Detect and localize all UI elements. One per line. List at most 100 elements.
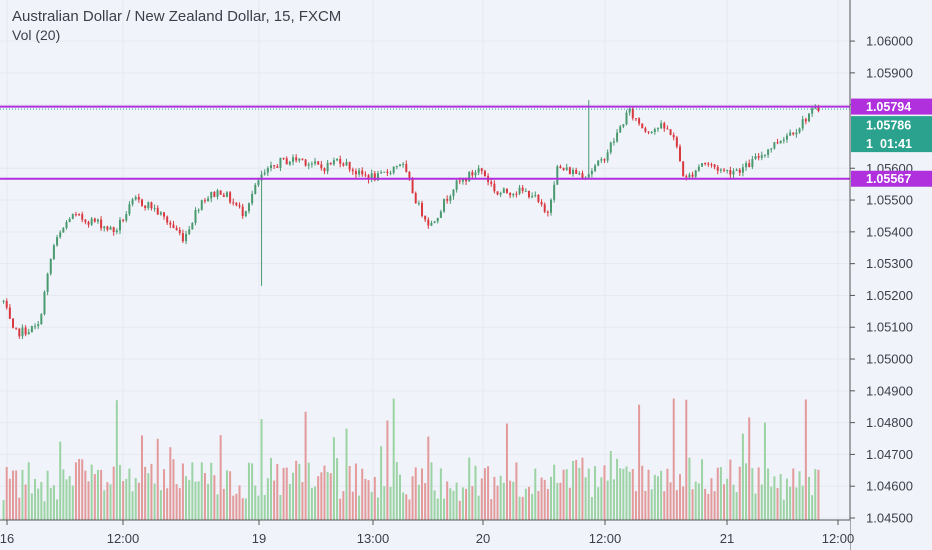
candle-body[interactable] <box>339 158 342 164</box>
volume-bar[interactable] <box>795 487 798 520</box>
volume-bar[interactable] <box>200 462 203 520</box>
volume-bar[interactable] <box>417 484 420 520</box>
volume-bar[interactable] <box>578 467 581 520</box>
candle-body[interactable] <box>631 108 634 119</box>
volume-bar[interactable] <box>364 478 367 520</box>
candle-body[interactable] <box>122 219 125 221</box>
candle-body[interactable] <box>773 142 776 149</box>
volume-bar[interactable] <box>49 487 52 520</box>
candle-body[interactable] <box>609 142 612 153</box>
volume-bar[interactable] <box>27 462 30 520</box>
candle-body[interactable] <box>134 197 137 200</box>
candle-body[interactable] <box>232 202 235 204</box>
candle-body[interactable] <box>2 300 5 302</box>
volume-bar[interactable] <box>314 486 317 520</box>
candle-body[interactable] <box>364 174 367 176</box>
candle-body[interactable] <box>553 184 556 200</box>
volume-bar[interactable] <box>597 487 600 520</box>
candle-body[interactable] <box>515 193 518 195</box>
candle-body[interactable] <box>74 214 77 216</box>
volume-bar[interactable] <box>663 491 666 520</box>
candle-body[interactable] <box>175 227 178 231</box>
candle-body[interactable] <box>68 218 71 223</box>
volume-bar[interactable] <box>307 462 310 520</box>
volume-bar[interactable] <box>811 495 814 520</box>
candle-body[interactable] <box>616 132 619 142</box>
volume-bar[interactable] <box>496 485 499 520</box>
candle-body[interactable] <box>490 181 493 184</box>
candle-body[interactable] <box>49 258 52 274</box>
candle-body[interactable] <box>477 168 480 173</box>
candle-body[interactable] <box>546 211 549 213</box>
volume-bar[interactable] <box>465 488 468 520</box>
volume-bar[interactable] <box>449 488 452 520</box>
volume-bar[interactable] <box>37 488 40 520</box>
candle-body[interactable] <box>141 199 144 206</box>
candle-body[interactable] <box>650 132 653 134</box>
volume-bar[interactable] <box>301 482 304 520</box>
volume-bar[interactable] <box>247 462 250 520</box>
volume-bar[interactable] <box>380 446 383 520</box>
volume-bar[interactable] <box>807 476 810 520</box>
volume-bar[interactable] <box>594 466 597 520</box>
volume-bar[interactable] <box>760 484 763 520</box>
volume-bar[interactable] <box>468 457 471 520</box>
candle-body[interactable] <box>685 176 688 178</box>
volume-bar[interactable] <box>590 497 593 520</box>
volume-bar[interactable] <box>675 490 678 520</box>
volume-bar[interactable] <box>713 491 716 520</box>
volume-bar[interactable] <box>336 458 339 520</box>
volume-bar[interactable] <box>273 480 276 520</box>
candle-body[interactable] <box>474 172 477 176</box>
candle-body[interactable] <box>452 189 455 197</box>
candle-body[interactable] <box>603 159 606 161</box>
volume-bar[interactable] <box>169 447 172 520</box>
volume-bar[interactable] <box>414 467 417 520</box>
candle-body[interactable] <box>688 174 691 178</box>
volume-bar[interactable] <box>175 484 178 520</box>
volume-bar[interactable] <box>292 472 295 520</box>
time-axis[interactable] <box>0 520 850 550</box>
candle-body[interactable] <box>27 332 30 335</box>
candle-body[interactable] <box>723 169 726 171</box>
volume-bar[interactable] <box>732 484 735 520</box>
volume-bar[interactable] <box>285 467 288 520</box>
symbol-title[interactable]: Australian Dollar / New Zealand Dollar, … <box>12 8 342 25</box>
candle-body[interactable] <box>383 171 386 173</box>
candle-body[interactable] <box>647 131 650 133</box>
volume-bar[interactable] <box>18 497 21 520</box>
candle-body[interactable] <box>757 156 760 158</box>
candle-body[interactable] <box>112 227 115 232</box>
volume-bar[interactable] <box>34 478 37 520</box>
candle-body[interactable] <box>521 187 524 191</box>
volume-bar[interactable] <box>710 478 713 520</box>
volume-bar[interactable] <box>320 472 323 520</box>
candle-body[interactable] <box>656 128 659 130</box>
volume-bar[interactable] <box>509 480 512 520</box>
volume-bar[interactable] <box>773 476 776 520</box>
volume-bar[interactable] <box>515 462 518 520</box>
volume-bar[interactable] <box>2 500 5 520</box>
volume-bar[interactable] <box>71 485 74 520</box>
volume-bar[interactable] <box>115 400 118 520</box>
candle-body[interactable] <box>807 113 810 122</box>
volume-bar[interactable] <box>222 488 225 520</box>
candle-body[interactable] <box>502 188 505 194</box>
candle-body[interactable] <box>398 164 401 167</box>
volume-bar[interactable] <box>358 495 361 520</box>
volume-bar[interactable] <box>392 398 395 520</box>
volume-bar[interactable] <box>779 473 782 520</box>
candle-body[interactable] <box>241 206 244 217</box>
volume-bar[interactable] <box>395 462 398 520</box>
volume-bar[interactable] <box>361 468 364 520</box>
volume-bar[interactable] <box>74 462 77 520</box>
candle-body[interactable] <box>433 221 436 223</box>
candle-body[interactable] <box>166 216 169 223</box>
volume-bar[interactable] <box>656 476 659 520</box>
volume-bar[interactable] <box>229 471 232 520</box>
volume-bar[interactable] <box>276 464 279 520</box>
volume-bar[interactable] <box>688 457 691 520</box>
candle-body[interactable] <box>600 159 603 161</box>
volume-bar[interactable] <box>147 473 150 520</box>
candle-body[interactable] <box>634 118 637 120</box>
